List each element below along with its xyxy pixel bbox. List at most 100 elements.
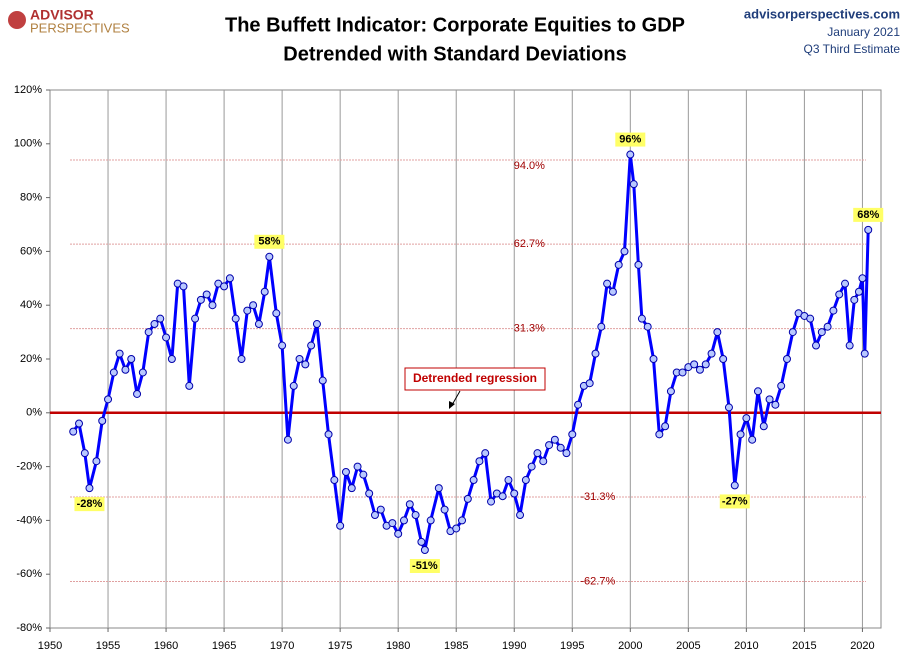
data-point	[835, 290, 844, 299]
annotation-bg	[853, 207, 884, 222]
data-point	[585, 379, 594, 388]
data-point	[719, 355, 728, 363]
regression-arrow	[451, 390, 461, 406]
data-point	[742, 414, 751, 423]
data-point	[330, 476, 339, 485]
data-point	[167, 355, 176, 363]
data-point	[753, 387, 762, 396]
data-point	[481, 449, 490, 458]
data-point	[376, 505, 385, 514]
x-tick-label: 1995	[560, 640, 584, 652]
data-point	[265, 252, 274, 261]
data-point	[788, 328, 797, 337]
estimate: Q3 Third Estimate	[804, 42, 901, 56]
data-point	[498, 492, 507, 501]
data-point	[487, 497, 496, 506]
y-tick-label: 100%	[14, 138, 42, 150]
data-point	[208, 301, 217, 310]
data-point	[365, 489, 374, 498]
annotation-bg	[719, 494, 750, 509]
x-tick-label: 1960	[154, 640, 178, 652]
x-tick-label: 2010	[734, 640, 758, 652]
data-point	[608, 287, 617, 296]
data-point	[133, 389, 142, 398]
x-tick-label: 2005	[676, 640, 700, 652]
data-point	[336, 521, 345, 530]
x-tick-label: 2015	[792, 640, 816, 652]
x-tick-label: 1980	[386, 640, 410, 652]
data-point	[707, 349, 716, 358]
annotation: -51%	[412, 560, 438, 572]
data-point	[272, 309, 281, 318]
data-point	[568, 430, 577, 439]
data-point	[260, 287, 269, 296]
data-point	[701, 360, 710, 369]
data-point	[347, 484, 356, 493]
y-tick-label: -40%	[16, 514, 42, 526]
data-point	[777, 381, 786, 390]
date: January 2021	[827, 25, 900, 39]
data-point	[556, 443, 565, 452]
data-point	[748, 435, 757, 444]
data-point	[539, 457, 548, 466]
y-tick-label: 60%	[20, 245, 42, 257]
data-point	[854, 287, 863, 296]
data-point	[231, 314, 240, 323]
data-point	[80, 449, 89, 458]
data-point	[127, 355, 136, 363]
annotation: 68%	[857, 209, 879, 221]
data-point	[301, 360, 310, 369]
data-point	[420, 545, 429, 554]
y-tick-label: -80%	[16, 622, 42, 634]
chart-subtitle: Detrended with Standard Deviations	[283, 43, 626, 65]
data-point	[144, 328, 153, 337]
data-point	[504, 476, 513, 485]
data-point	[312, 320, 321, 329]
std-label: -62.7%	[580, 575, 615, 587]
data-point	[695, 365, 704, 374]
data-point	[637, 314, 646, 323]
annotation: -27%	[722, 495, 748, 507]
x-tick-label: 2020	[850, 640, 874, 652]
data-point	[98, 416, 107, 425]
data-point	[510, 489, 519, 498]
data-point	[249, 301, 258, 310]
annotation: 58%	[258, 236, 280, 248]
data-point	[225, 274, 234, 283]
data-point	[475, 457, 484, 466]
data-point	[394, 529, 403, 538]
data-point	[220, 282, 229, 291]
data-point	[458, 516, 467, 525]
data-point	[690, 360, 699, 369]
x-tick-label: 1990	[502, 640, 526, 652]
data-point	[417, 537, 426, 546]
data-point	[69, 427, 78, 436]
data-point	[516, 511, 525, 520]
annotation: 96%	[619, 133, 641, 145]
data-point	[629, 180, 638, 189]
data-point	[463, 494, 472, 503]
data-point	[759, 422, 768, 431]
data-point	[666, 387, 675, 396]
x-tick-label: 1955	[96, 640, 120, 652]
data-point	[591, 349, 600, 358]
data-point	[295, 355, 304, 363]
data-point	[121, 365, 130, 374]
data-point	[765, 395, 774, 404]
data-point	[324, 430, 333, 439]
logo-line2: PERSPECTIVES	[30, 20, 130, 35]
data-point	[115, 349, 124, 358]
data-point	[634, 260, 643, 269]
y-tick-label: -60%	[16, 568, 42, 580]
data-point	[620, 247, 629, 256]
data-point	[156, 314, 165, 323]
data-point	[75, 419, 84, 428]
data-point	[724, 403, 733, 412]
data-point	[353, 462, 362, 471]
regression-label-box	[404, 367, 546, 391]
data-point	[655, 430, 664, 439]
data-point	[661, 422, 670, 431]
x-tick-label: 1985	[444, 640, 468, 652]
data-point	[649, 355, 658, 363]
